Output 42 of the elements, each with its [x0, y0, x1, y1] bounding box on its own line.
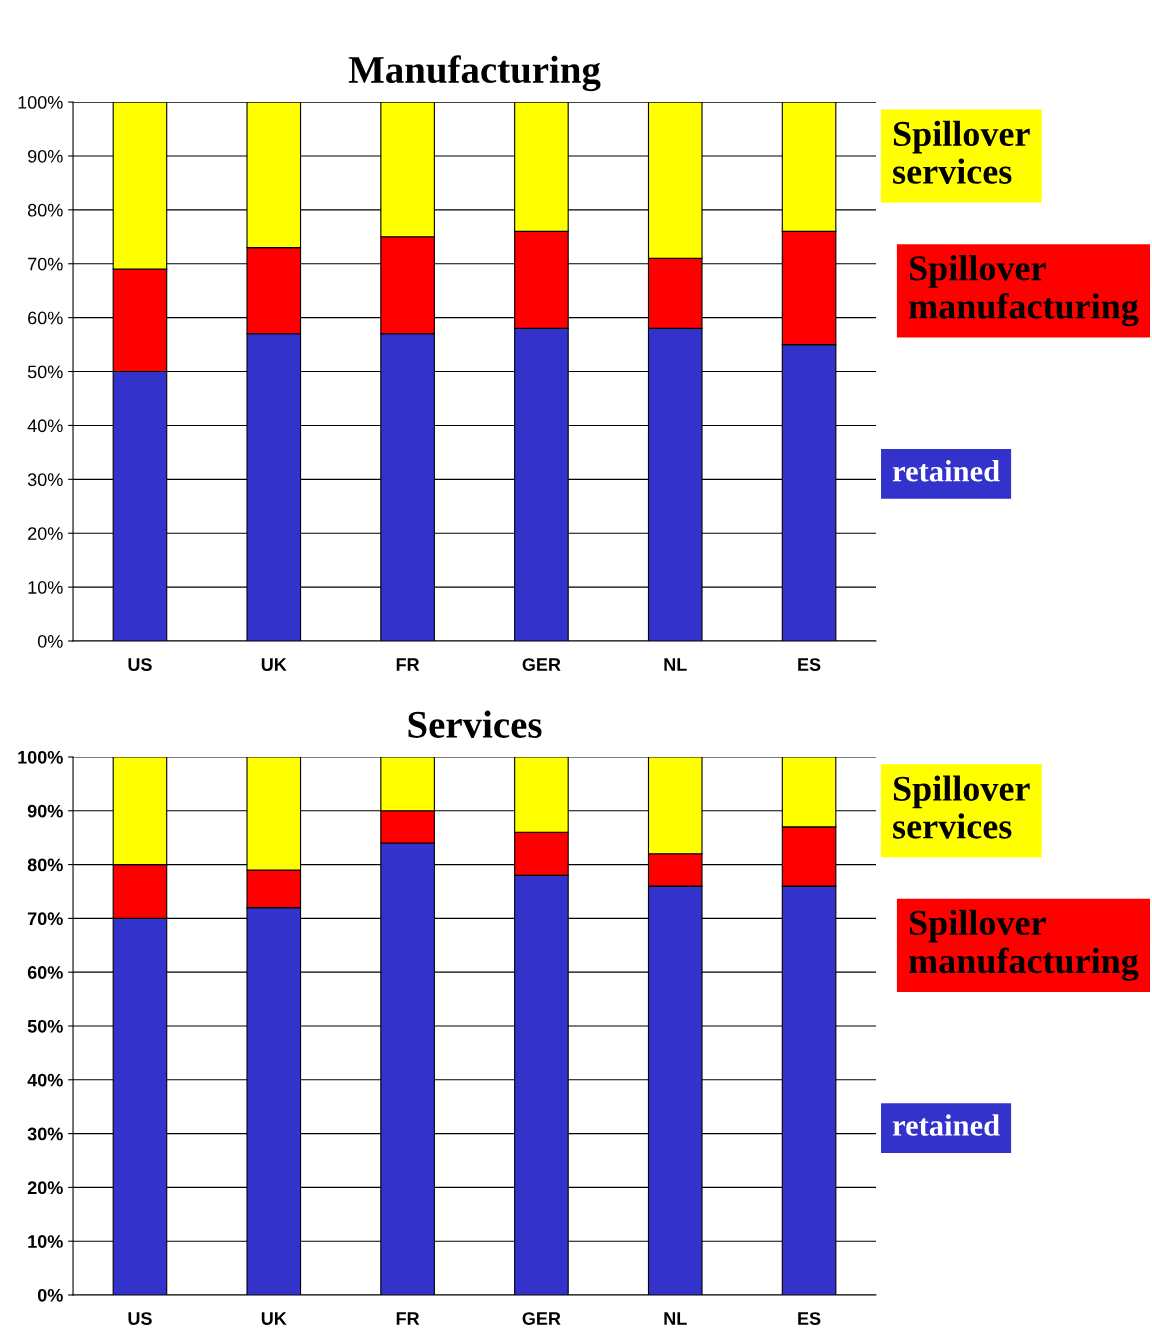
- y-tick-label: 30%: [27, 473, 63, 487]
- x-tick-label: US: [128, 1312, 152, 1325]
- y-tick-label: 70%: [27, 912, 63, 926]
- text: Spillover manufacturing: [909, 255, 1139, 327]
- x-tick-label: NL: [664, 658, 687, 671]
- y-tick-label: 80%: [27, 858, 63, 872]
- x-tick-label: US: [128, 658, 152, 671]
- y-tick-label: 80%: [27, 203, 63, 217]
- x-tick-label: UK: [261, 1312, 287, 1325]
- y-tick-label: 90%: [28, 149, 63, 163]
- y-tick-label: 20%: [27, 1181, 63, 1195]
- x-tick-label: ES: [798, 1312, 821, 1325]
- y-tick-label: 20%: [28, 527, 63, 540]
- x-tick-label: FR: [396, 1312, 420, 1325]
- x-tick-label: GER: [522, 1312, 561, 1325]
- x-tick-label: NL: [664, 1312, 687, 1325]
- y-tick-label: 30%: [27, 1127, 63, 1141]
- y-tick-label: 100%: [18, 96, 63, 109]
- y-tick-label: 10%: [28, 581, 63, 594]
- y-tick-label: 60%: [28, 311, 63, 325]
- x-tick-label: UK: [261, 658, 287, 671]
- y-tick-label: 10%: [28, 1235, 63, 1248]
- x-tick-label: GER: [522, 658, 561, 671]
- x-tick-label: FR: [396, 658, 420, 671]
- series-label: retained: [892, 460, 1000, 482]
- y-tick-label: 100%: [18, 750, 63, 764]
- series-label: retained: [892, 1114, 1000, 1136]
- y-tick-label: 40%: [27, 1073, 63, 1087]
- x-tick-label: ES: [798, 658, 821, 671]
- chart-title: Services: [408, 710, 542, 738]
- y-tick-label: 70%: [28, 257, 63, 271]
- y-tick-label: 0%: [37, 634, 63, 648]
- y-tick-label: 50%: [27, 1019, 63, 1033]
- y-tick-label: 50%: [27, 365, 63, 379]
- chart-title: Manufacturing: [348, 55, 601, 92]
- y-tick-label: 60%: [27, 966, 63, 979]
- text: Spillover manufacturing: [909, 909, 1139, 981]
- y-tick-label: 90%: [27, 804, 63, 818]
- y-tick-label: 40%: [27, 419, 63, 433]
- series-label: Spillover services: [893, 775, 1030, 839]
- y-tick-label: 0%: [37, 1288, 63, 1302]
- series-label: Spillover services: [893, 120, 1030, 184]
